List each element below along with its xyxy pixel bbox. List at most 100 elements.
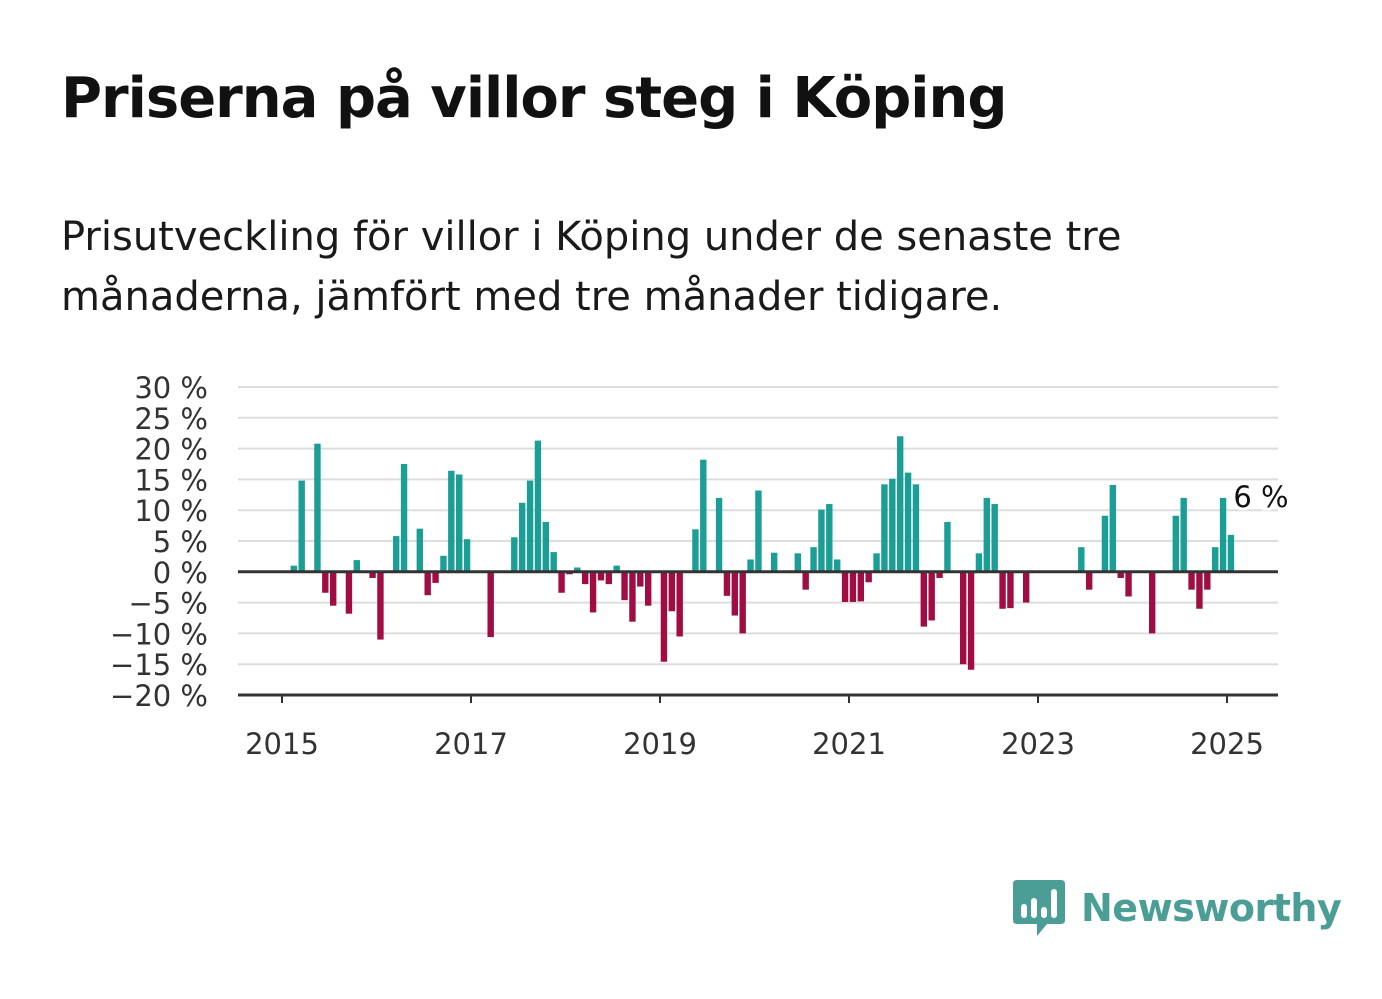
bar (770, 552, 778, 572)
bar (967, 571, 975, 670)
y-tick-label: −15 % (110, 648, 208, 682)
x-tick-label: 2023 (1001, 727, 1075, 761)
bar (290, 565, 298, 572)
bar (818, 509, 825, 572)
bar (1148, 571, 1156, 634)
bar (448, 470, 455, 572)
bar (944, 521, 951, 572)
bar (629, 571, 636, 622)
bar (558, 571, 565, 593)
bar (353, 560, 361, 572)
bar (424, 571, 431, 596)
bar (794, 553, 802, 572)
bar (723, 571, 731, 596)
bar (660, 571, 668, 662)
brand-name: Newsworthy (1081, 886, 1342, 930)
bar (1109, 484, 1117, 572)
bar (1085, 571, 1093, 590)
bar (1188, 571, 1195, 590)
chart-subtitle: Prisutveckling för villor i Köping under… (61, 214, 1122, 320)
bar (534, 440, 542, 572)
bar (1172, 515, 1180, 572)
bar (881, 484, 888, 572)
bar (416, 528, 424, 572)
bar (1117, 571, 1124, 578)
x-tick-label: 2025 (1190, 727, 1264, 761)
bar (314, 443, 321, 572)
bar (826, 504, 833, 572)
bar (676, 571, 683, 637)
bar (739, 571, 746, 634)
y-axis-labels: 30 %25 %20 %15 %10 %5 %0 %−5 %−10 %−15 %… (110, 371, 208, 713)
bar (574, 567, 581, 572)
bar (747, 559, 754, 572)
bar (857, 571, 865, 602)
newsworthy-logo: Newsworthy (1011, 878, 1342, 938)
x-tick-label: 2017 (434, 727, 508, 761)
y-tick-label: 0 % (153, 556, 208, 590)
bar (322, 571, 329, 593)
bar (873, 553, 880, 572)
bar (400, 464, 408, 572)
bar (896, 436, 904, 572)
y-tick-label: −20 % (110, 679, 208, 713)
bar (440, 555, 447, 572)
bar (715, 497, 723, 572)
bar (432, 571, 439, 583)
bar (605, 571, 613, 585)
y-tick-label: −5 % (128, 587, 208, 621)
bar (392, 536, 400, 572)
bar (802, 571, 809, 590)
bar (345, 571, 353, 614)
y-tick-label: 25 % (134, 402, 208, 436)
bar (1204, 571, 1211, 590)
bar (644, 571, 652, 606)
bar (1022, 571, 1030, 603)
bar (755, 490, 762, 572)
x-tick-label: 2015 (245, 727, 319, 761)
bar (841, 571, 849, 602)
bar (542, 521, 550, 572)
bar (518, 502, 526, 572)
bar (936, 571, 943, 578)
bar (1007, 571, 1014, 609)
bar (700, 459, 707, 572)
bar (455, 474, 463, 572)
bar (912, 484, 920, 572)
bar (581, 571, 589, 585)
bar (928, 571, 935, 621)
y-tick-label: 20 % (134, 433, 208, 467)
bar-chart-icon (1013, 880, 1065, 936)
bar (1227, 534, 1235, 572)
bars (290, 436, 1235, 670)
bar (637, 571, 644, 587)
y-tick-label: 5 % (153, 525, 208, 559)
bar (975, 553, 983, 572)
bar (589, 571, 597, 613)
bar (377, 571, 384, 640)
end-value-label: 6 % (1233, 480, 1288, 514)
bar (810, 547, 817, 572)
y-tick-label: −10 % (110, 617, 208, 651)
y-tick-label: 30 % (134, 371, 208, 405)
bar (692, 529, 699, 572)
x-tick-label: 2021 (812, 727, 886, 761)
bar (889, 478, 896, 572)
bar (731, 571, 739, 616)
bar (369, 571, 376, 578)
bar (463, 539, 471, 572)
bar (1211, 547, 1219, 572)
bar (849, 571, 857, 602)
bar (597, 571, 605, 581)
bar (511, 537, 518, 572)
price-change-bar-chart: 30 %25 %20 %15 %10 %5 %0 %−5 %−10 %−15 %… (110, 371, 1292, 761)
bar (991, 504, 998, 572)
annotations: 6 % (1230, 477, 1291, 517)
bar (487, 571, 494, 638)
bar (298, 480, 305, 572)
axes (238, 570, 1278, 703)
bar (526, 480, 534, 572)
bar (1196, 571, 1203, 609)
bar (959, 571, 967, 665)
bar (550, 552, 557, 572)
